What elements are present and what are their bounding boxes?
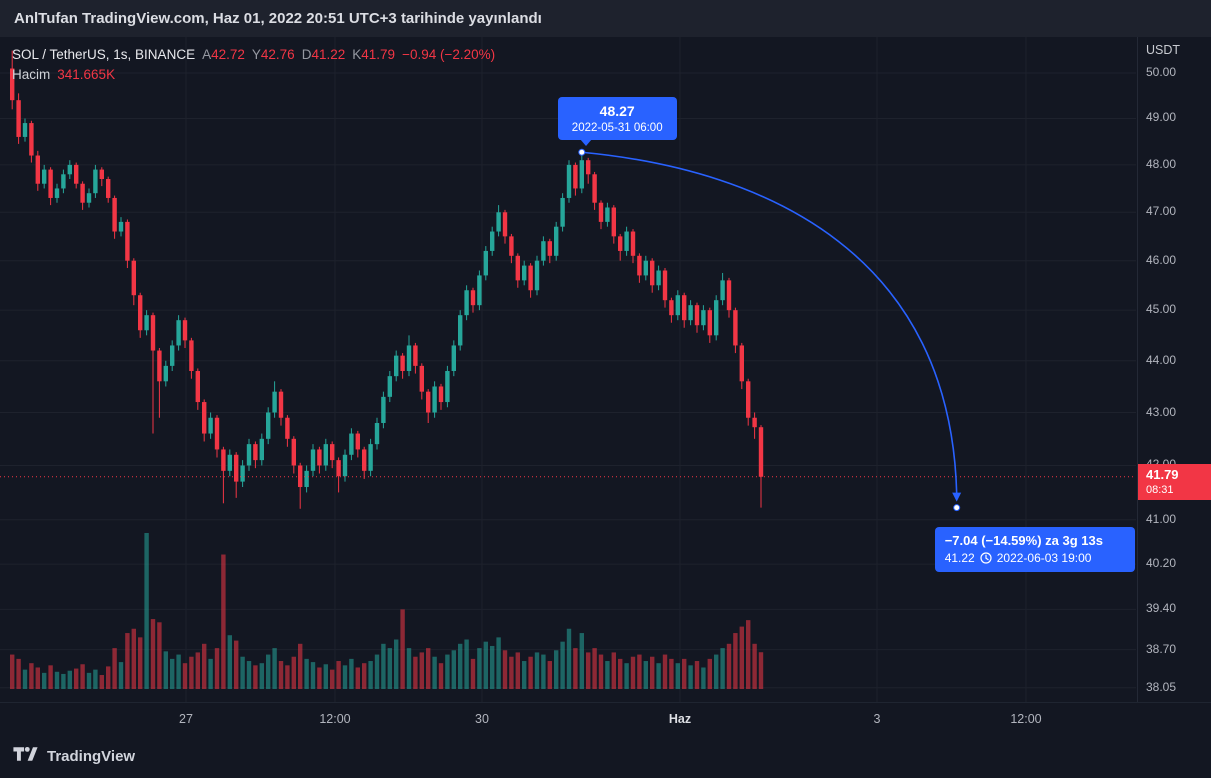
peak-price-tooltip[interactable]: 48.27 2022-05-31 06:00 <box>557 97 677 147</box>
change-value: −0.94 (−2.20%) <box>402 47 496 62</box>
price-axis-currency: USDT <box>1146 43 1181 57</box>
price-tick-label: 43.00 <box>1146 404 1177 419</box>
open-label: A <box>202 47 212 62</box>
close-label: K <box>352 47 362 62</box>
footer: TradingView <box>0 734 1211 778</box>
price-tick-label: 46.00 <box>1146 252 1177 267</box>
last-price-label: 41.79 08:31 <box>1138 463 1211 500</box>
arrow-start-point <box>578 148 586 156</box>
price-tick-label: 45.00 <box>1146 302 1177 317</box>
time-label: 12:00 <box>1010 712 1042 726</box>
price-axis[interactable]: USDT 41.79 08:31 50.00 49.00 48.00 47.00 46.… <box>1137 37 1211 702</box>
tradingview-logo[interactable] <box>12 745 39 768</box>
publish-bar: AnlTufan TradingView.com, Haz 01, 2022 2… <box>0 0 1211 37</box>
volume-label[interactable]: Hacim <box>12 67 51 83</box>
open-value: 42.72 <box>211 47 245 62</box>
target-price: 41.22 <box>944 550 975 565</box>
time-label: 27 <box>179 712 193 726</box>
low-field: D41.22 <box>302 45 346 65</box>
legend-volume-row: Hacim 341.665K <box>12 65 495 85</box>
high-field: Y42.76 <box>252 45 295 65</box>
time-label: Haz <box>668 712 692 726</box>
clock-icon <box>980 552 992 564</box>
price-tick-label: 44.00 <box>1146 352 1177 367</box>
countdown-timer: 08:31 <box>1146 483 1174 496</box>
volume-value: 341.665K <box>57 67 116 83</box>
price-tick-label: 38.05 <box>1146 679 1177 694</box>
target-detail-row: 41.22 2022-06-03 19:00 <box>945 551 1135 565</box>
time-label: 12:00 <box>319 712 351 726</box>
last-price-value: 41.79 <box>1146 466 1179 482</box>
high-label: Y <box>251 47 261 62</box>
price-tick-label: 48.00 <box>1146 156 1177 171</box>
price-chart-canvas[interactable] <box>0 37 1211 702</box>
price-tick-label: 49.00 <box>1146 110 1177 125</box>
brand-name[interactable]: TradingView <box>47 747 136 765</box>
trend-arrow-head <box>952 492 962 502</box>
price-tick-label: 40.20 <box>1146 556 1177 571</box>
chart-container: SOL / TetherUS, 1s, BINANCE A42.72 Y42.7… <box>0 37 1211 702</box>
low-label: D <box>301 47 312 62</box>
candles <box>10 50 764 509</box>
legend: SOL / TetherUS, 1s, BINANCE A42.72 Y42.7… <box>12 45 495 86</box>
low-value: 41.22 <box>311 47 346 62</box>
close-field: K41.79 <box>352 45 395 65</box>
publish-text: AnlTufan TradingView.com, Haz 01, 2022 2… <box>14 10 542 27</box>
time-label: 30 <box>475 712 489 726</box>
price-tick-label: 47.00 <box>1146 204 1177 219</box>
target-change: −7.04 (−14.59%) za 3g 13s <box>944 532 1103 548</box>
arrow-end-point <box>953 504 961 512</box>
high-value: 42.76 <box>260 47 295 62</box>
price-tick-label: 50.00 <box>1146 65 1177 79</box>
time-label: 3 <box>873 712 881 726</box>
symbol-title[interactable]: SOL / TetherUS, 1s, BINANCE <box>12 47 196 62</box>
time-axis[interactable]: 27 12:00 30 Haz 3 12:00 <box>0 702 1211 734</box>
trend-arrow-curve <box>581 151 958 494</box>
legend-symbol-row: SOL / TetherUS, 1s, BINANCE A42.72 Y42.7… <box>12 45 495 65</box>
peak-price: 48.27 <box>599 103 635 120</box>
price-tick-label: 41.00 <box>1146 511 1177 526</box>
target-price-tooltip[interactable]: −7.04 (−14.59%) za 3g 13s 41.22 2022-06-… <box>934 526 1135 572</box>
volume-bars <box>10 533 764 689</box>
close-value: 41.79 <box>361 47 396 62</box>
target-time: 2022-06-03 19:00 <box>996 550 1092 565</box>
price-tick-label: 39.40 <box>1146 601 1177 616</box>
price-tick-label: 38.70 <box>1146 641 1177 656</box>
trend-arrow-drawing[interactable] <box>578 148 962 512</box>
peak-time: 2022-05-31 06:00 <box>571 122 663 135</box>
open-field: A42.72 <box>202 45 245 65</box>
